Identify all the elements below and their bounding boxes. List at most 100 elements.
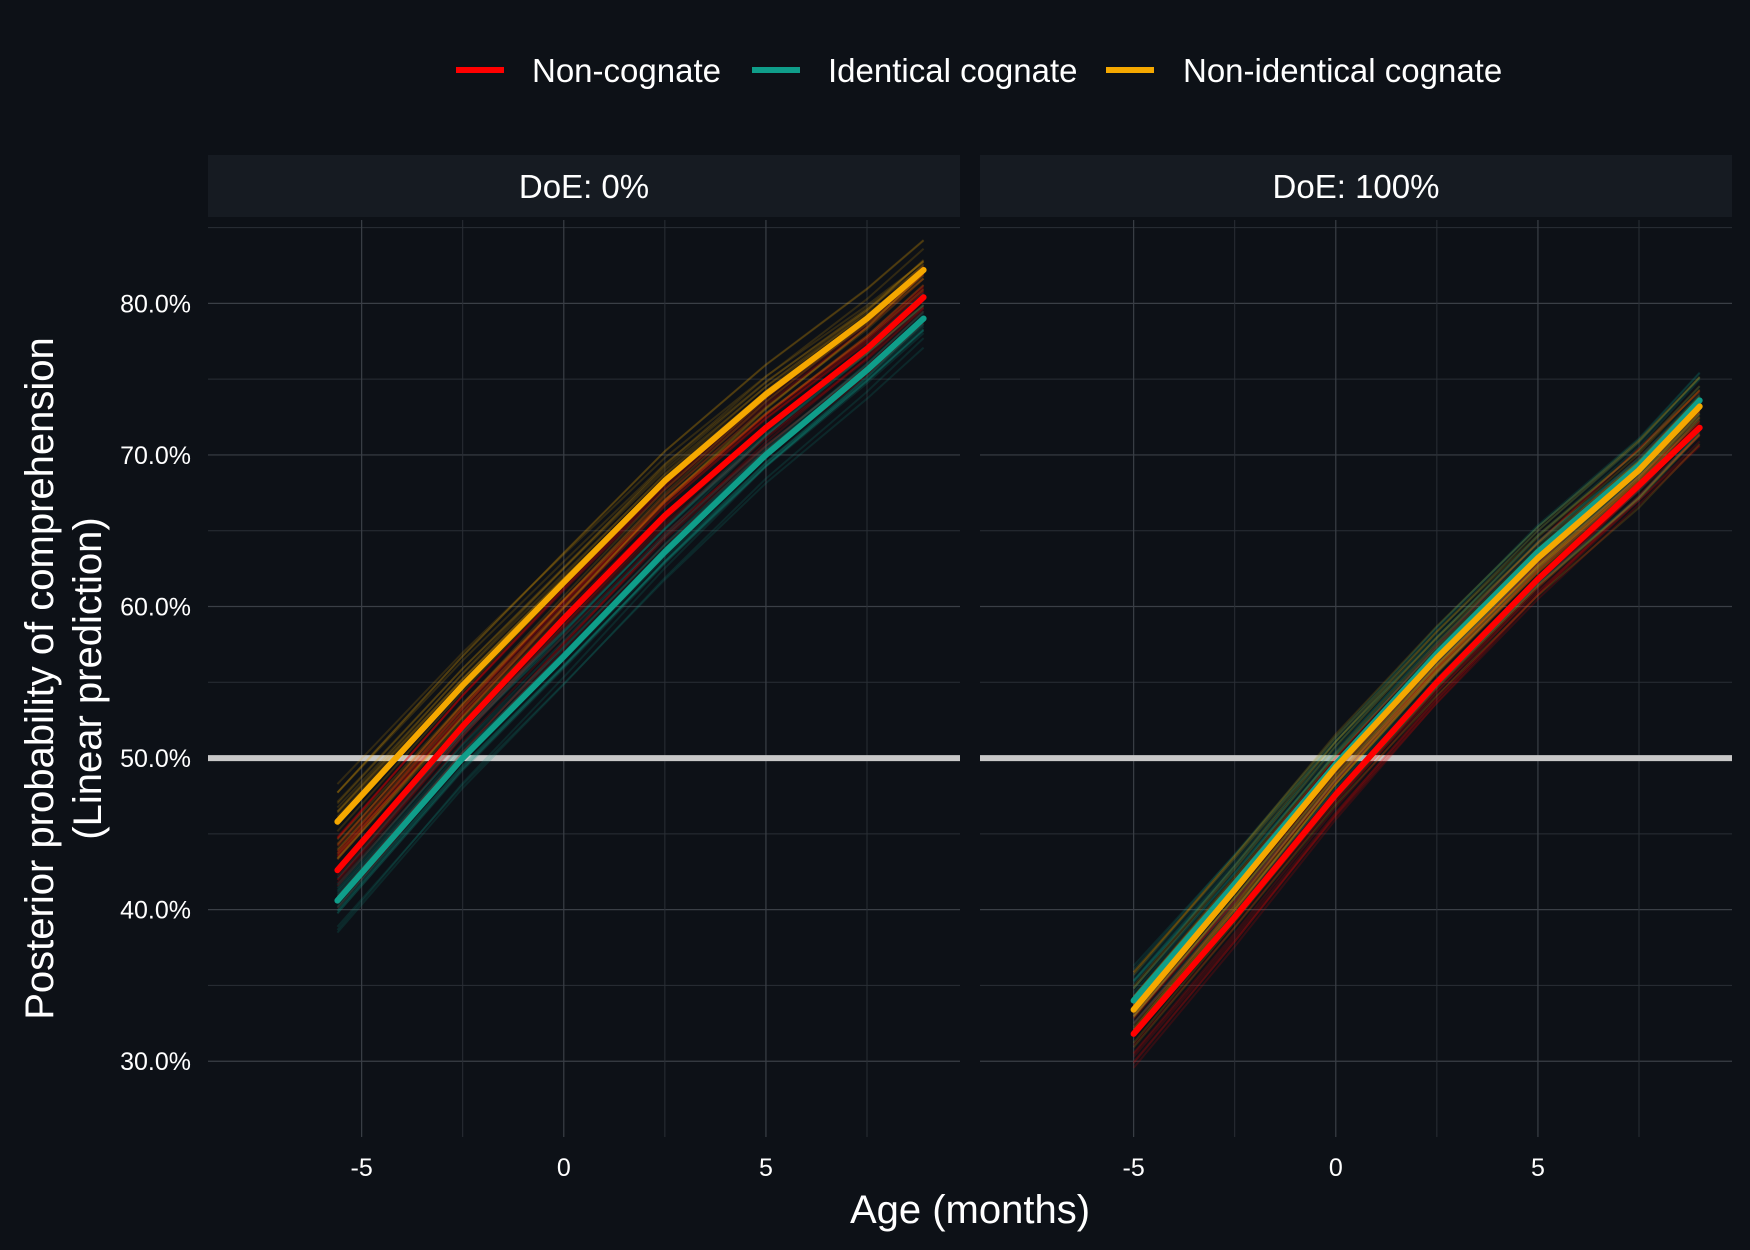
- draw-line-non-identical-cognate: [1132, 389, 1701, 973]
- draw-line-identical-cognate: [336, 328, 925, 915]
- draw-line-non-identical-cognate: [336, 284, 925, 852]
- draw-line-non-identical-cognate: [1132, 376, 1701, 976]
- draw-line-identical-cognate: [1132, 372, 1701, 981]
- draw-line-identical-cognate: [1132, 378, 1701, 994]
- legend-label-non-identical-cognate: Non-identical cognate: [1183, 52, 1502, 89]
- draw-line-non-identical-cognate: [1132, 443, 1701, 1048]
- draw-line-non-cognate: [336, 277, 925, 838]
- draw-line-non-cognate: [336, 284, 925, 857]
- draw-line-non-cognate: [1132, 440, 1701, 1055]
- series-line-non-identical-cognate: [334, 267, 927, 825]
- draw-line-identical-cognate: [336, 332, 925, 908]
- x-tick-label: 0: [1329, 1154, 1343, 1182]
- series-line-non-identical-cognate: [1130, 403, 1703, 1013]
- draw-line-non-identical-cognate: [1132, 408, 1701, 1028]
- draw-line-non-identical-cognate: [1132, 412, 1701, 1019]
- draw-line-non-identical-cognate: [336, 267, 925, 803]
- legend-label-identical-cognate: Identical cognate: [828, 52, 1078, 89]
- draw-line-non-identical-cognate: [336, 239, 925, 794]
- draw-line-identical-cognate: [336, 337, 925, 934]
- draw-line-non-identical-cognate: [1132, 412, 1701, 1033]
- mean-lines: [1130, 397, 1703, 1037]
- draw-line-non-cognate: [1132, 421, 1701, 1018]
- y-tick-label: 40.0%: [120, 897, 191, 925]
- draw-line-identical-cognate: [1132, 400, 1701, 967]
- panel-1: DoE: 0% -5 0 5: [208, 155, 960, 1182]
- draw-line-non-cognate: [336, 273, 925, 839]
- series-line-non-cognate: [1130, 424, 1703, 1037]
- draw-line-non-cognate: [336, 286, 925, 854]
- draw-line-non-cognate: [1132, 433, 1701, 1063]
- legend-item-non-identical-cognate: Non-identical cognate: [1106, 52, 1502, 89]
- draw-line-identical-cognate: [1132, 376, 1701, 985]
- draw-line-non-cognate: [1132, 433, 1701, 1069]
- draw-line-identical-cognate: [336, 322, 925, 914]
- draw-line-identical-cognate: [336, 328, 925, 912]
- posterior-draws: [336, 239, 925, 934]
- legend-item-non-cognate: Non-cognate: [456, 52, 721, 89]
- draw-line-non-identical-cognate: [336, 261, 925, 785]
- draw-line-non-cognate: [336, 288, 925, 860]
- series-line-identical-cognate: [1130, 397, 1703, 1004]
- x-tick-label: -5: [1123, 1154, 1145, 1182]
- draw-line-identical-cognate: [336, 312, 925, 892]
- panel-2: DoE: 100% -5 0 5: [980, 155, 1732, 1182]
- draw-line-identical-cognate: [1132, 371, 1701, 977]
- draw-line-non-cognate: [336, 310, 925, 900]
- x-tick-label: 5: [759, 1154, 773, 1182]
- panel-title: DoE: 0%: [519, 168, 649, 205]
- panel-strip: [208, 155, 960, 217]
- x-tick-labels: -5 0 5: [351, 1154, 773, 1182]
- x-tick-label: 5: [1531, 1154, 1545, 1182]
- draw-line-non-identical-cognate: [336, 239, 925, 794]
- draw-line-non-identical-cognate: [336, 248, 925, 813]
- draw-line-non-cognate: [1132, 424, 1701, 1017]
- draw-line-non-cognate: [336, 290, 925, 846]
- draw-line-non-cognate: [336, 294, 925, 847]
- draw-line-non-cognate: [336, 307, 925, 881]
- draw-line-identical-cognate: [1132, 396, 1701, 990]
- y-tick-label: 60.0%: [120, 594, 191, 622]
- y-tick-label: 50.0%: [120, 745, 191, 773]
- y-axis-title-line-2: (Linear prediction): [66, 517, 110, 839]
- axis-titles: Age (months) Posterior probability of co…: [18, 337, 1090, 1232]
- y-axis-title-line-1: Posterior probability of comprehension: [18, 337, 62, 1020]
- draw-line-non-identical-cognate: [336, 260, 925, 805]
- x-tick-label: 0: [557, 1154, 571, 1182]
- draw-line-identical-cognate: [1132, 395, 1701, 982]
- draw-line-non-identical-cognate: [336, 272, 925, 861]
- draw-line-identical-cognate: [336, 346, 925, 928]
- mean-lines: [334, 267, 927, 904]
- draw-line-non-identical-cognate: [1132, 416, 1701, 1017]
- draw-line-non-identical-cognate: [336, 264, 925, 794]
- draw-line-non-identical-cognate: [336, 288, 925, 841]
- draw-line-non-identical-cognate: [1132, 388, 1701, 998]
- draw-line-non-cognate: [336, 273, 925, 854]
- x-tick-labels: -5 0 5: [1123, 1154, 1545, 1182]
- draw-line-identical-cognate: [336, 325, 925, 912]
- y-axis: 30.0% 40.0% 50.0% 60.0% 70.0% 80.0%: [120, 290, 191, 1076]
- draw-line-identical-cognate: [1132, 425, 1701, 1025]
- series-line-identical-cognate: [334, 315, 927, 904]
- x-axis-title: Age (months): [850, 1188, 1090, 1232]
- y-tick-label: 80.0%: [120, 290, 191, 318]
- draw-line-identical-cognate: [1132, 377, 1701, 971]
- draw-line-non-cognate: [336, 290, 925, 857]
- draw-line-identical-cognate: [1132, 405, 1701, 1034]
- draw-line-non-cognate: [1132, 445, 1701, 1058]
- y-tick-label: 30.0%: [120, 1048, 191, 1076]
- panel-strip: [980, 155, 1732, 217]
- y-tick-label: 70.0%: [120, 442, 191, 470]
- draw-line-non-identical-cognate: [1132, 376, 1701, 988]
- panel-grid: [208, 220, 960, 1137]
- draw-line-non-cognate: [336, 285, 925, 852]
- draw-line-non-identical-cognate: [336, 272, 925, 859]
- draw-line-non-identical-cognate: [336, 259, 925, 818]
- draw-line-identical-cognate: [336, 329, 925, 909]
- legend-label-non-cognate: Non-cognate: [532, 52, 721, 89]
- draw-line-identical-cognate: [1132, 392, 1701, 989]
- draw-line-non-identical-cognate: [1132, 385, 1701, 990]
- legend-item-identical-cognate: Identical cognate: [752, 52, 1078, 89]
